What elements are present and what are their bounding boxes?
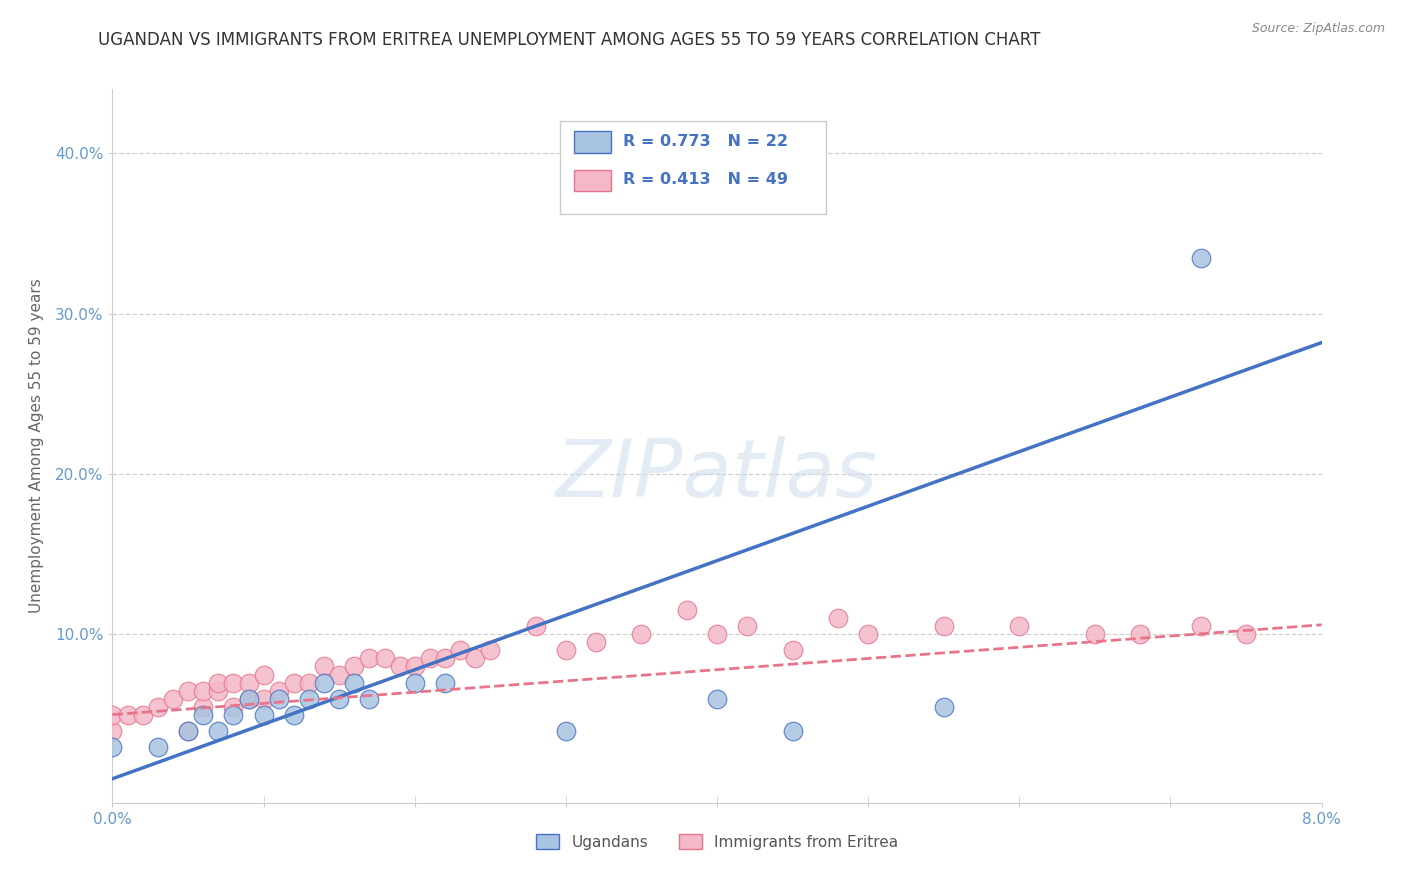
Point — [222, 675, 245, 690]
Point — [222, 707, 245, 722]
Point — [1234, 627, 1257, 641]
Point — [449, 643, 471, 657]
Text: R = 0.413   N = 49: R = 0.413 N = 49 — [623, 172, 787, 187]
Point — [238, 691, 260, 706]
Point — [132, 707, 155, 722]
Point — [1008, 619, 1031, 633]
FancyBboxPatch shape — [575, 169, 610, 191]
Point — [1189, 619, 1212, 633]
Point — [328, 691, 350, 706]
Point — [191, 707, 215, 722]
Point — [177, 723, 200, 738]
Point — [207, 675, 229, 690]
Legend: Ugandans, Immigrants from Eritrea: Ugandans, Immigrants from Eritrea — [530, 828, 904, 855]
FancyBboxPatch shape — [575, 131, 610, 153]
Point — [404, 659, 426, 673]
Point — [283, 675, 305, 690]
Point — [298, 691, 321, 706]
Point — [479, 643, 502, 657]
Point — [419, 651, 441, 665]
Point — [343, 659, 366, 673]
Point — [373, 651, 396, 665]
Point — [388, 659, 411, 673]
Point — [675, 603, 697, 617]
FancyBboxPatch shape — [560, 121, 825, 214]
Point — [117, 707, 139, 722]
Point — [524, 619, 547, 633]
Point — [222, 699, 245, 714]
Point — [267, 683, 290, 698]
Point — [177, 683, 200, 698]
Point — [359, 651, 381, 665]
Point — [404, 675, 426, 690]
Point — [1189, 251, 1212, 265]
Point — [267, 691, 290, 706]
Point — [433, 651, 456, 665]
Point — [932, 699, 955, 714]
Point — [359, 691, 381, 706]
Point — [101, 723, 124, 738]
Point — [1084, 627, 1107, 641]
Point — [238, 691, 260, 706]
Point — [706, 691, 728, 706]
Point — [238, 675, 260, 690]
Point — [1129, 627, 1152, 641]
Point — [856, 627, 880, 641]
Point — [827, 611, 849, 625]
Point — [343, 675, 366, 690]
Point — [585, 635, 607, 649]
Point — [433, 675, 456, 690]
Point — [207, 723, 229, 738]
Point — [312, 675, 335, 690]
Y-axis label: Unemployment Among Ages 55 to 59 years: Unemployment Among Ages 55 to 59 years — [30, 278, 44, 614]
Point — [706, 627, 728, 641]
Point — [177, 723, 200, 738]
Point — [146, 699, 169, 714]
Point — [630, 627, 652, 641]
Point — [253, 707, 276, 722]
Point — [253, 667, 276, 681]
Text: ZIPatlas: ZIPatlas — [555, 435, 879, 514]
Point — [146, 739, 169, 754]
Point — [782, 723, 804, 738]
Text: Source: ZipAtlas.com: Source: ZipAtlas.com — [1251, 22, 1385, 36]
Text: R = 0.773   N = 22: R = 0.773 N = 22 — [623, 134, 787, 149]
Point — [932, 619, 955, 633]
Point — [101, 739, 124, 754]
Point — [101, 707, 124, 722]
Point — [554, 643, 576, 657]
Point — [328, 667, 350, 681]
Point — [191, 683, 215, 698]
Text: UGANDAN VS IMMIGRANTS FROM ERITREA UNEMPLOYMENT AMONG AGES 55 TO 59 YEARS CORREL: UGANDAN VS IMMIGRANTS FROM ERITREA UNEMP… — [98, 31, 1040, 49]
Point — [283, 707, 305, 722]
Point — [207, 683, 229, 698]
Point — [162, 691, 184, 706]
Point — [253, 691, 276, 706]
Point — [464, 651, 486, 665]
Point — [782, 643, 804, 657]
Point — [737, 619, 759, 633]
Point — [191, 699, 215, 714]
Point — [312, 659, 335, 673]
Point — [554, 723, 576, 738]
Point — [298, 675, 321, 690]
